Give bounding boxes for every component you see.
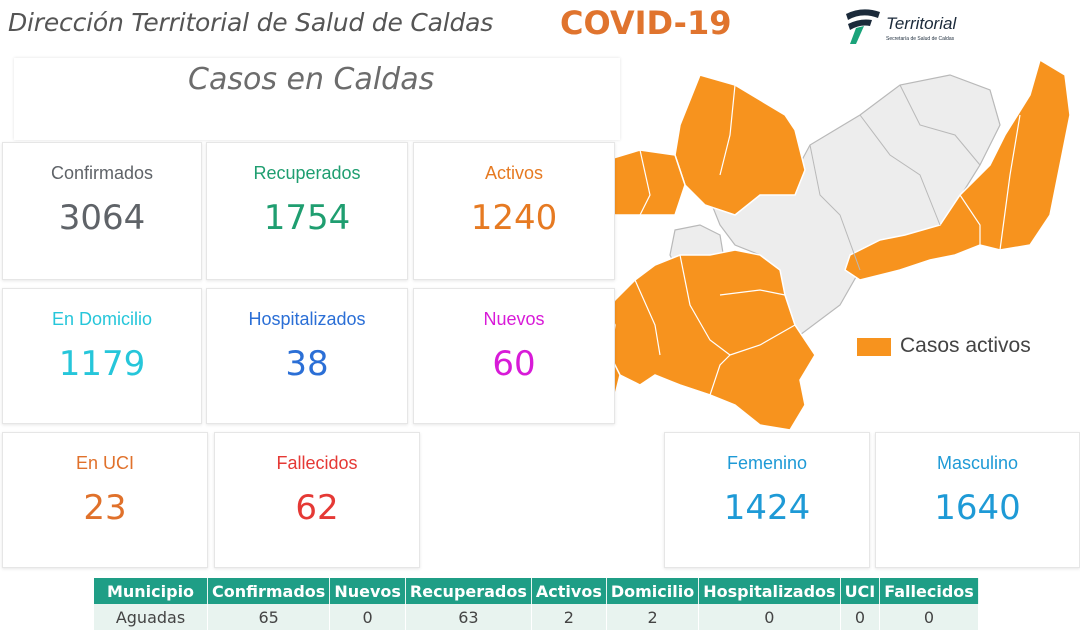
cell-fallecidos: 0	[879, 604, 979, 630]
cell-recuperados: 63	[405, 604, 532, 630]
card-uci-value: 23	[83, 488, 127, 528]
card-recuperados: Recuperados 1754	[206, 142, 408, 280]
card-masculino-label: Masculino	[936, 453, 1019, 473]
col-uci: UCI	[840, 578, 881, 604]
col-hospitalizados: Hospitalizados	[698, 578, 841, 604]
legend-label: Casos activos	[900, 334, 1031, 357]
map-region-east	[844, 58, 1071, 281]
card-domicilio-value: 1179	[58, 344, 146, 384]
cell-confirmados: 65	[207, 604, 331, 630]
section-title: Casos en Caldas	[188, 62, 435, 97]
table-header-row: Municipio Confirmados Nuevos Recuperados…	[94, 578, 979, 604]
card-activos: Activos 1240	[413, 142, 615, 280]
map-region-north	[674, 74, 806, 216]
card-recuperados-value: 1754	[263, 198, 351, 238]
card-fallecidos-value: 62	[295, 488, 339, 528]
card-recuperados-label: Recuperados	[253, 163, 361, 183]
col-nuevos: Nuevos	[329, 578, 406, 604]
card-masculino: Masculino 1640	[875, 432, 1080, 568]
header-title: Dirección Territorial de Salud de Caldas	[8, 8, 494, 37]
title-panel	[14, 58, 620, 140]
card-hospitalizados-value: 38	[285, 344, 329, 384]
cell-municipio: Aguadas	[94, 604, 208, 630]
col-domicilio: Domicilio	[606, 578, 700, 604]
cell-activos: 2	[531, 604, 607, 630]
card-femenino: Femenino 1424	[664, 432, 870, 568]
logo-text: Territorial	[886, 14, 957, 33]
card-masculino-value: 1640	[934, 488, 1021, 528]
col-fallecidos: Fallecidos	[879, 578, 979, 604]
col-municipio: Municipio	[94, 578, 208, 604]
card-femenino-label: Femenino	[726, 453, 808, 473]
card-nuevos-label: Nuevos	[483, 309, 545, 329]
card-confirmados-label: Confirmados	[50, 163, 154, 183]
card-confirmados-value: 3064	[58, 198, 146, 238]
col-confirmados: Confirmados	[207, 578, 331, 604]
cell-domicilio: 2	[606, 604, 700, 630]
card-domicilio: En Domicilio 1179	[2, 288, 202, 424]
col-activos: Activos	[531, 578, 607, 604]
card-femenino-value: 1424	[723, 488, 811, 528]
cell-hospitalizados: 0	[698, 604, 841, 630]
card-nuevos: Nuevos 60	[413, 288, 615, 424]
card-uci-label: En UCI	[75, 453, 135, 473]
covid-badge: COVID-19	[560, 4, 732, 42]
card-domicilio-label: En Domicilio	[51, 309, 153, 329]
card-activos-value: 1240	[470, 198, 558, 238]
card-hospitalizados-label: Hospitalizados	[248, 309, 366, 329]
table-row: Aguadas 65 0 63 2 2 0 0 0	[94, 604, 979, 630]
card-fallecidos-label: Fallecidos	[276, 453, 358, 473]
card-hospitalizados: Hospitalizados 38	[206, 288, 408, 424]
logo-subtext: Secretaría de Salud de Caldas	[886, 36, 955, 42]
caldas-map	[569, 58, 1071, 431]
card-uci: En UCI 23	[2, 432, 208, 568]
legend-swatch	[857, 338, 891, 356]
municipios-table: Municipio Confirmados Nuevos Recuperados…	[94, 578, 979, 630]
col-recuperados: Recuperados	[405, 578, 532, 604]
card-confirmados: Confirmados 3064	[2, 142, 202, 280]
card-nuevos-value: 60	[492, 344, 536, 384]
territorial-logo: Territorial Secretaría de Salud de Calda…	[842, 6, 982, 48]
cell-nuevos: 0	[329, 604, 406, 630]
cell-uci: 0	[840, 604, 881, 630]
territorial-logo-icon	[846, 9, 880, 44]
card-activos-label: Activos	[484, 163, 544, 183]
card-fallecidos: Fallecidos 62	[214, 432, 420, 568]
